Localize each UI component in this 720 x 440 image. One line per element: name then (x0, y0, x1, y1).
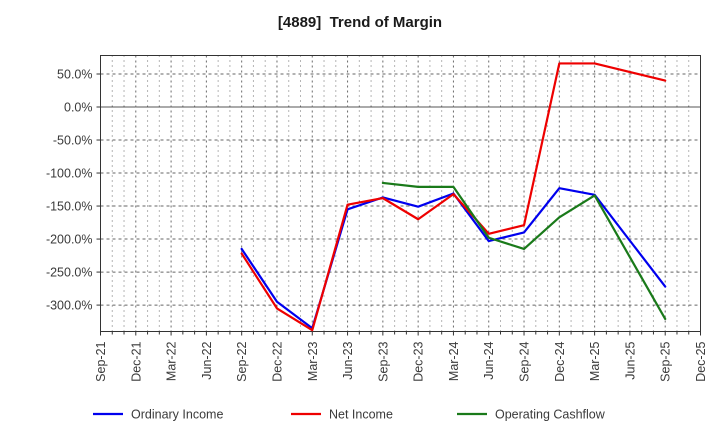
x-axis-tick-label: Mar-24 (447, 341, 461, 381)
plot-frame (100, 55, 701, 332)
x-axis-tick-label: Sep-24 (518, 341, 532, 381)
plot-border (100, 55, 701, 332)
legend-label: Operating Cashflow (495, 408, 606, 422)
series-line (240, 62, 667, 332)
legend-label: Net Income (329, 408, 393, 422)
x-axis-tick-label: Sep-23 (376, 341, 390, 381)
series-line (240, 187, 667, 330)
y-axis-tick-label: -150.0% (46, 200, 93, 214)
x-axis-tick-label: Dec-22 (270, 341, 284, 381)
chart-legend: Ordinary Income Net Income Operating Cashf… (93, 408, 606, 422)
x-axis-tick-label: Mar-25 (588, 341, 602, 381)
series-line (381, 181, 667, 321)
x-axis-tick-label: Dec-23 (412, 341, 426, 381)
y-axis-tick-label: -50.0% (53, 134, 93, 148)
y-axis-tick-label: 0.0% (64, 101, 93, 115)
x-axis-labels: Sep-21 Dec-21 Mar-22 Jun-22 Sep-22 Dec-22 Mar-… (94, 341, 708, 381)
y-axis-tick-label: 50.0% (57, 67, 92, 81)
x-axis-tick-label: Sep-25 (659, 341, 673, 381)
x-axis-tick-label: Dec-25 (694, 341, 708, 381)
x-axis-tick-label: Mar-22 (165, 341, 179, 381)
y-axis-tick-label: -300.0% (46, 299, 93, 313)
y-axis-tick-label: -200.0% (46, 233, 93, 247)
x-axis-tick-label: Jun-23 (341, 341, 355, 379)
x-axis-tick-label: Jun-22 (200, 341, 214, 379)
axis-ticks (96, 73, 701, 336)
x-axis-tick-label: Jun-24 (482, 341, 496, 379)
minor-vertical-gridlines (111, 55, 690, 332)
x-axis-tick-label: Dec-24 (553, 341, 567, 381)
x-axis-tick-label: Jun-25 (623, 341, 637, 379)
data-series (240, 62, 667, 332)
y-axis-tick-label: -100.0% (46, 167, 93, 181)
x-axis-tick-label: Sep-21 (94, 341, 108, 381)
page-title: [4889] Trend of Margin (277, 14, 443, 31)
legend-label: Ordinary Income (131, 408, 223, 422)
x-axis-tick-label: Dec-21 (129, 341, 143, 381)
y-axis-labels: 50.0% 0.0% -50.0% -100.0% -150.0% -200.0% -250… (46, 67, 93, 312)
y-axis-tick-label: -250.0% (46, 266, 93, 280)
x-axis-tick-label: Sep-22 (235, 341, 249, 381)
x-axis-tick-label: Mar-23 (306, 341, 320, 381)
gridlines (100, 55, 701, 332)
